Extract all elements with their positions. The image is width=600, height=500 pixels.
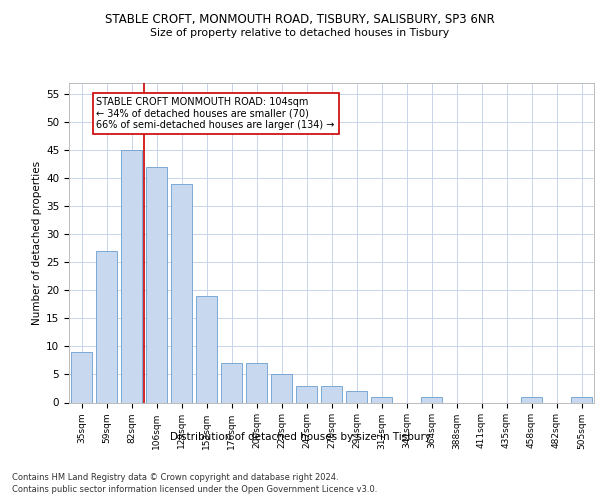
Bar xyxy=(371,397,392,402)
Bar xyxy=(571,397,592,402)
Bar xyxy=(246,363,267,403)
Y-axis label: Number of detached properties: Number of detached properties xyxy=(32,160,42,324)
Text: Size of property relative to detached houses in Tisbury: Size of property relative to detached ho… xyxy=(151,28,449,38)
Bar xyxy=(521,397,542,402)
Text: STABLE CROFT MONMOUTH ROAD: 104sqm
← 34% of detached houses are smaller (70)
66%: STABLE CROFT MONMOUTH ROAD: 104sqm ← 34%… xyxy=(97,96,335,130)
Bar xyxy=(171,184,192,402)
Bar xyxy=(271,374,292,402)
Bar xyxy=(221,363,242,403)
Bar xyxy=(321,386,342,402)
Bar xyxy=(421,397,442,402)
Text: STABLE CROFT, MONMOUTH ROAD, TISBURY, SALISBURY, SP3 6NR: STABLE CROFT, MONMOUTH ROAD, TISBURY, SA… xyxy=(105,12,495,26)
Bar xyxy=(121,150,142,403)
Bar xyxy=(296,386,317,402)
Bar xyxy=(146,166,167,402)
Bar xyxy=(196,296,217,403)
Bar xyxy=(346,392,367,402)
Text: Distribution of detached houses by size in Tisbury: Distribution of detached houses by size … xyxy=(170,432,431,442)
Text: Contains public sector information licensed under the Open Government Licence v3: Contains public sector information licen… xyxy=(12,485,377,494)
Bar xyxy=(96,251,117,402)
Bar xyxy=(71,352,92,403)
Text: Contains HM Land Registry data © Crown copyright and database right 2024.: Contains HM Land Registry data © Crown c… xyxy=(12,472,338,482)
